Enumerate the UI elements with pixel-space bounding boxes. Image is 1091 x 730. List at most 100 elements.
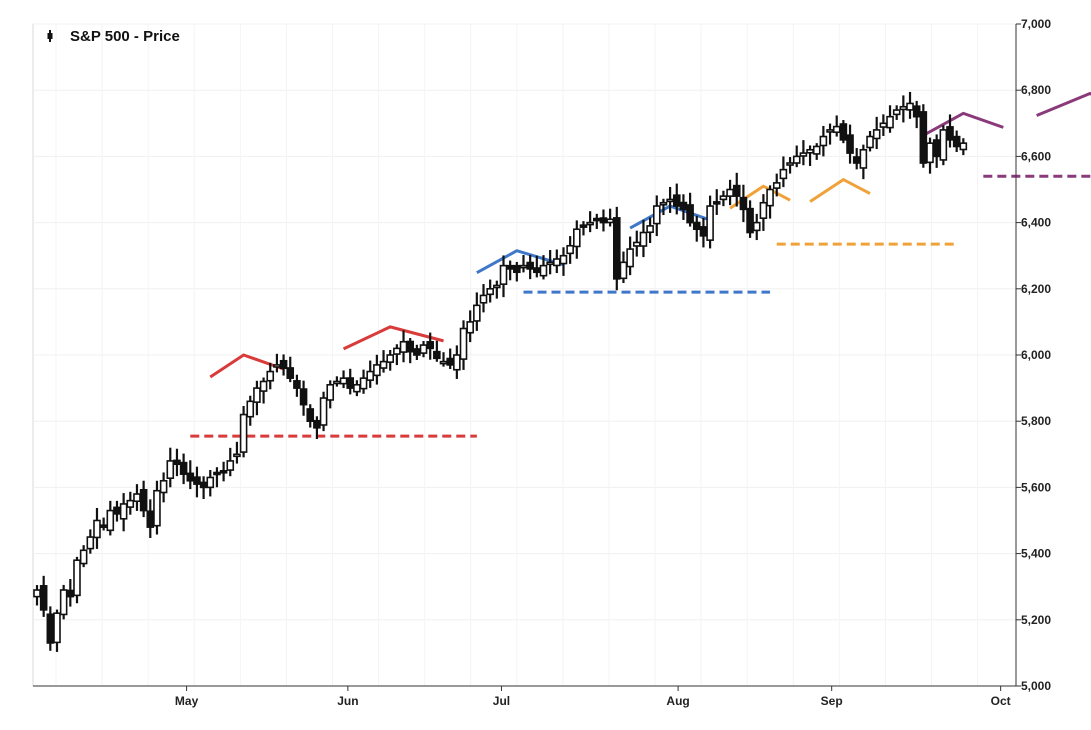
y-tick-label: 5,800 xyxy=(1021,414,1051,428)
candle-body xyxy=(819,135,828,147)
candle-body xyxy=(119,503,128,520)
y-tick-label: 6,600 xyxy=(1021,149,1051,163)
candle-body xyxy=(846,134,854,154)
candle-body xyxy=(253,387,261,403)
candle-body xyxy=(839,123,848,141)
candle-body xyxy=(286,367,295,379)
candle-body xyxy=(626,248,634,268)
candle-body xyxy=(219,470,228,474)
candle-body xyxy=(786,162,794,166)
candle-body xyxy=(706,205,714,241)
candle-body xyxy=(306,408,315,423)
candle-body xyxy=(746,207,754,234)
y-tick-label: 6,200 xyxy=(1021,282,1051,296)
candle-body xyxy=(606,218,614,224)
candle-body xyxy=(566,244,574,255)
x-tick-label: Jun xyxy=(337,694,358,708)
candle-body xyxy=(739,196,748,211)
candlestick-series xyxy=(33,91,968,652)
candle-body xyxy=(186,472,195,482)
candle-body xyxy=(573,228,581,248)
candle-body xyxy=(319,397,328,426)
candle-body xyxy=(53,612,61,644)
y-tick-label: 5,400 xyxy=(1021,547,1051,561)
top-marker xyxy=(809,177,871,203)
candle-body xyxy=(672,194,681,207)
candle-body xyxy=(199,481,208,489)
candle-body xyxy=(692,221,701,231)
candle-body xyxy=(166,460,175,479)
candle-body xyxy=(113,506,121,515)
y-tick-label: 6,400 xyxy=(1021,216,1051,230)
candle-body xyxy=(413,348,421,356)
candle-body xyxy=(599,217,608,224)
y-tick-label: 5,200 xyxy=(1021,613,1051,627)
candle-body xyxy=(533,267,541,274)
candle-body xyxy=(346,377,355,389)
candle-body xyxy=(493,284,501,289)
candle-body xyxy=(852,156,861,164)
candle-body xyxy=(952,135,961,148)
candle-body xyxy=(213,471,221,476)
candle-body xyxy=(859,148,868,169)
candle-body xyxy=(426,341,434,350)
candle-body xyxy=(932,139,941,158)
candle-body xyxy=(59,589,68,616)
candle-body xyxy=(259,380,268,392)
candle-body xyxy=(33,589,41,598)
candle-body xyxy=(699,226,708,237)
candle-body xyxy=(353,383,361,393)
candle-body xyxy=(886,115,894,129)
candle-body xyxy=(486,287,494,296)
candle-body xyxy=(146,510,155,528)
candle-body xyxy=(752,221,761,232)
candle-body xyxy=(193,476,201,485)
candle-body xyxy=(526,261,534,270)
x-tick-label: Jul xyxy=(493,694,510,708)
candle-body xyxy=(912,105,921,118)
candle-body xyxy=(899,105,908,111)
candle-body xyxy=(393,347,401,355)
x-tick-label: Oct xyxy=(991,694,1011,708)
candle-body xyxy=(906,102,914,111)
candle-body xyxy=(39,585,48,611)
candle-body xyxy=(639,231,648,247)
candle-body xyxy=(93,519,101,539)
top-marker xyxy=(476,249,564,275)
candle-body xyxy=(399,340,408,353)
candle-body xyxy=(546,261,554,266)
candle-body xyxy=(939,129,948,161)
candle-body xyxy=(513,264,521,274)
candle-body xyxy=(379,360,388,369)
x-tick-label: Aug xyxy=(666,694,689,708)
candle-body xyxy=(279,359,288,370)
candle-body xyxy=(73,559,81,597)
candle-body xyxy=(579,224,588,228)
candle-body xyxy=(719,195,728,201)
candle-body xyxy=(679,201,688,211)
candle-body xyxy=(473,304,481,322)
candle-body xyxy=(226,460,235,471)
candle-body xyxy=(826,129,834,133)
candle-body xyxy=(126,499,135,508)
candle-body xyxy=(246,400,255,418)
candle-body xyxy=(872,129,881,140)
legend: S&P 500 - Price xyxy=(47,28,180,45)
candle-body xyxy=(759,201,768,219)
candle-body xyxy=(619,261,628,280)
candle-body xyxy=(273,364,281,368)
candle-body xyxy=(66,589,75,598)
candle-body xyxy=(499,264,508,285)
candle-body xyxy=(453,354,461,371)
candle-body xyxy=(359,377,368,390)
candle-body xyxy=(86,536,95,550)
candle-body xyxy=(459,327,468,360)
candle-body xyxy=(153,489,161,527)
candle-body xyxy=(106,509,115,532)
candle-body xyxy=(812,145,821,155)
axes: 5,000 5,200 5,400 5,600 5,800 6,000 6,200 6,400… xyxy=(33,17,1051,708)
candle-body xyxy=(712,201,721,205)
candle-body xyxy=(946,126,954,141)
candle-body xyxy=(879,122,888,128)
